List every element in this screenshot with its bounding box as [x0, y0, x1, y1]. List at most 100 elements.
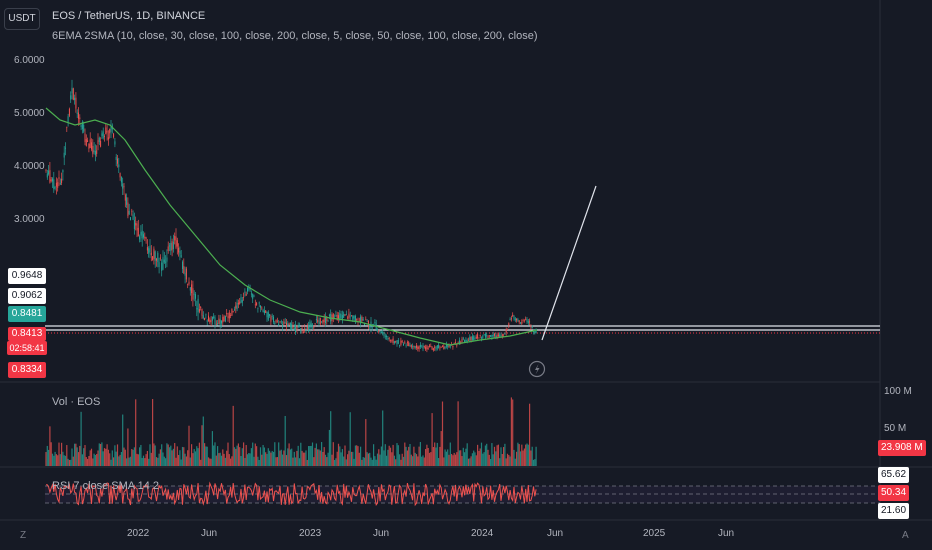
- candle-body: [96, 150, 98, 154]
- indicator-legend[interactable]: 6EMA 2SMA (10, close, 30, close, 100, cl…: [52, 30, 538, 42]
- volume-bar: [166, 443, 168, 466]
- candle-body: [139, 236, 141, 240]
- volume-bar: [297, 445, 299, 466]
- volume-bar: [192, 453, 194, 466]
- candle-body: [530, 325, 532, 327]
- candle-body: [300, 328, 302, 334]
- volume-bar: [343, 456, 345, 466]
- volume-bar: [237, 443, 239, 466]
- volume-bar: [139, 447, 141, 466]
- candle-body: [171, 241, 173, 251]
- candle-body: [235, 305, 237, 309]
- volume-bar: [396, 443, 398, 466]
- candle-body: [292, 325, 294, 329]
- candle-body: [118, 164, 120, 168]
- volume-bar: [392, 444, 394, 466]
- candle-body: [418, 346, 420, 349]
- time-tick: Jun: [201, 528, 218, 539]
- candle-body: [465, 340, 467, 342]
- candle-body: [211, 316, 213, 321]
- candle-body: [152, 256, 154, 260]
- volume-bar: [48, 449, 50, 466]
- volume-bar: [274, 442, 276, 466]
- volume-bar: [45, 452, 47, 466]
- candle-body: [373, 324, 375, 326]
- volume-bar: [308, 446, 310, 466]
- candle-body: [430, 346, 432, 348]
- volume-bar: [271, 450, 273, 466]
- symbol-legend[interactable]: EOS / TetherUS, 1D, BINANCE: [52, 10, 206, 22]
- currency-button[interactable]: USDT: [4, 8, 40, 30]
- candle-body: [115, 156, 117, 160]
- candle-body: [224, 315, 226, 322]
- candle-body: [518, 320, 520, 323]
- volume-bar: [140, 444, 142, 466]
- candle-body: [165, 261, 167, 263]
- volume-bar: [162, 452, 164, 466]
- volume-bar: [315, 443, 317, 466]
- timezone-icon[interactable]: Z: [20, 530, 27, 541]
- candle-body: [109, 128, 111, 134]
- volume-bar: [142, 455, 145, 466]
- auto-scale-icon[interactable]: A: [902, 530, 909, 541]
- volume-bar: [366, 452, 368, 466]
- candle-body: [479, 335, 481, 337]
- candle-body: [98, 137, 100, 142]
- candle-body: [192, 288, 194, 300]
- price-tag-high: 0.9648: [8, 268, 46, 284]
- volume-bar: [132, 449, 134, 466]
- volume-bar: [248, 453, 250, 466]
- rsi-legend[interactable]: RSI 7 close SMA 14 2: [52, 480, 159, 492]
- volume-bar: [296, 450, 298, 466]
- volume-bar: [501, 453, 503, 466]
- candle-body: [174, 235, 176, 241]
- volume-bar: [145, 454, 147, 466]
- candle-body: [483, 334, 485, 336]
- volume-bar: [223, 453, 225, 466]
- volume-bar: [154, 445, 156, 466]
- volume-bar: [149, 444, 151, 466]
- volume-bar: [84, 445, 86, 466]
- volume-bar: [293, 451, 295, 466]
- volume-bar: [284, 415, 286, 466]
- volume-bar: [76, 447, 78, 466]
- candle-body: [492, 334, 494, 337]
- volume-bars-group: [45, 397, 537, 466]
- candle-body: [172, 241, 174, 250]
- candle-body: [534, 330, 536, 333]
- candle-body: [227, 316, 229, 318]
- candle-body: [432, 348, 434, 351]
- volume-bar: [401, 453, 403, 466]
- volume-bar: [492, 454, 494, 466]
- volume-bar: [228, 454, 230, 466]
- candle-body: [188, 281, 190, 285]
- trend-line-drawing[interactable]: [541, 185, 597, 341]
- candle-body: [352, 315, 354, 320]
- candle-body: [252, 293, 254, 299]
- candle-body: [313, 326, 315, 328]
- volume-bar: [497, 444, 499, 466]
- volume-bar: [318, 449, 320, 466]
- candle-body: [306, 326, 308, 329]
- volume-bar: [453, 452, 455, 466]
- candle-body: [470, 336, 472, 341]
- candle-body: [436, 345, 438, 349]
- volume-bar: [272, 451, 275, 466]
- candle-body: [130, 217, 131, 221]
- candle-body: [396, 340, 398, 345]
- volume-bar: [205, 446, 207, 466]
- volume-bar: [334, 459, 336, 466]
- candle-body: [269, 314, 271, 317]
- volume-bar: [68, 459, 70, 466]
- volume-bar: [62, 451, 64, 466]
- candle-body: [318, 321, 320, 324]
- candle-body: [231, 308, 233, 316]
- candle-body: [341, 315, 343, 320]
- candle-body: [475, 336, 477, 339]
- candle-body: [426, 345, 428, 350]
- volume-legend[interactable]: Vol · EOS: [52, 396, 101, 408]
- volume-bar: [211, 431, 213, 466]
- candle-body: [414, 346, 416, 348]
- lightning-icon[interactable]: [528, 360, 546, 378]
